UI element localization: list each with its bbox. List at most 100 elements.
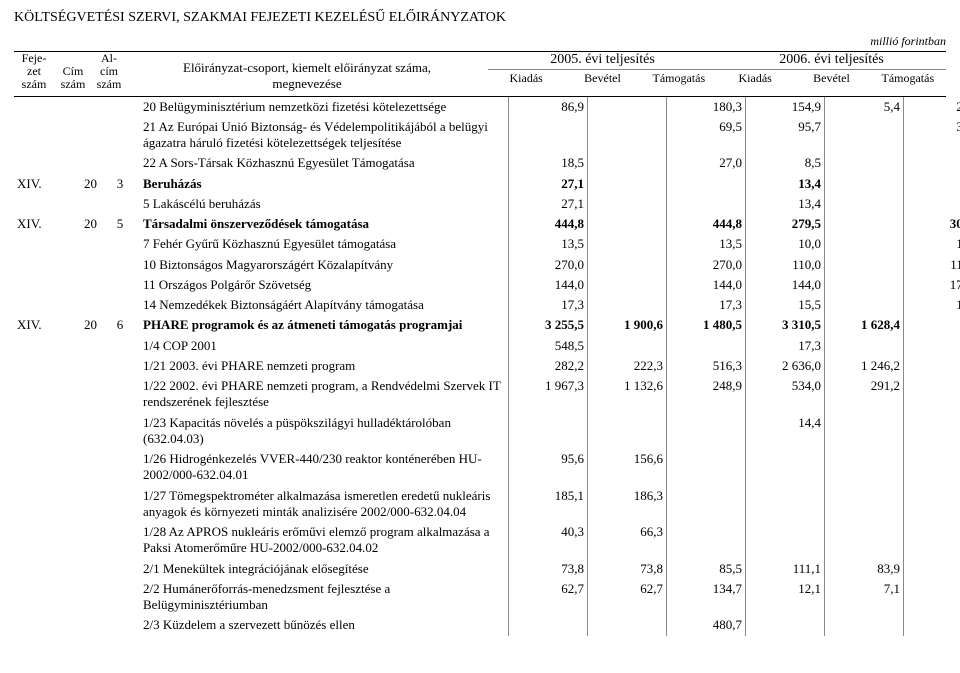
cell-bevetel-2006: 5,4 [825,97,904,117]
cell-fejezet [14,234,60,254]
cell-tamogatas-2005 [667,449,746,486]
cell-cim [60,615,100,635]
cell-kiadas-2005: 270,0 [509,255,588,275]
table-row: 2/2 Humánerőforrás-menedzsment fejleszté… [14,579,960,616]
cell-tamogatas-2005 [667,194,746,214]
cell-tamogatas-2005: 144,0 [667,275,746,295]
col-tamogatas-2005: Támogatás [641,70,717,87]
cell-bevetel-2006 [825,234,904,254]
cell-kiadas-2006 [746,449,825,486]
cell-kiadas-2005 [509,615,588,635]
cell-alcim: 5 [100,214,140,234]
cell-bevetel-2006 [825,522,904,559]
cell-bevetel-2006: 7,1 [825,579,904,616]
cell-tamogatas-2006: 309,5 [904,214,960,234]
cell-bevetel-2006 [825,295,904,315]
cell-tamogatas-2005: 480,7 [667,615,746,635]
cell-tamogatas-2006 [904,174,960,194]
cell-kiadas-2006: 14,4 [746,413,825,450]
cell-alcim [100,579,140,616]
cell-cim [60,97,100,117]
cell-fejezet: XIV. [14,315,60,335]
cell-cim [60,579,100,616]
cell-tamogatas-2005 [667,413,746,450]
cell-tamogatas-2006: 39,6 [904,117,960,154]
cell-fejezet [14,559,60,579]
table-row: 2/1 Menekültek integrációjának elősegíté… [14,559,960,579]
cell-kiadas-2006: 17,3 [746,336,825,356]
col-cim: Cím szám [56,52,90,94]
cell-alcim [100,234,140,254]
cell-alcim [100,356,140,376]
col-kiadas-2006: Kiadás [717,70,793,87]
table-row: 11 Országos Polgárőr Szövetség144,0144,0… [14,275,960,295]
cell-alcim [100,615,140,635]
cell-alcim [100,486,140,523]
cell-cim [60,255,100,275]
table-row: XIV.203Beruházás27,113,4 [14,174,960,194]
cell-tamogatas-2006: 20,0 [904,97,960,117]
cell-kiadas-2006 [746,615,825,635]
cell-bevetel-2006 [825,449,904,486]
cell-fejezet [14,255,60,275]
cell-bevetel-2005 [588,234,667,254]
cell-tamogatas-2006 [904,449,960,486]
cell-bevetel-2006 [825,255,904,275]
cell-cim [60,413,100,450]
cell-name: 1/4 COP 2001 [140,336,509,356]
cell-kiadas-2005: 18,5 [509,153,588,173]
cell-tamogatas-2006 [904,376,960,413]
cell-name: 1/21 2003. évi PHARE nemzeti program [140,356,509,376]
cell-cim: 20 [60,315,100,335]
table-row: XIV.206PHARE programok és az átmeneti tá… [14,315,960,335]
cell-cim [60,117,100,154]
cell-kiadas-2005: 185,1 [509,486,588,523]
cell-tamogatas-2006 [904,615,960,635]
col-bevetel-2005: Bevétel [564,70,640,87]
col-year-2005: 2005. évi teljesítés Kiadás Bevétel Támo… [488,52,717,94]
cell-bevetel-2006 [825,117,904,154]
cell-name: 2/1 Menekültek integrációjának elősegíté… [140,559,509,579]
cell-alcim [100,194,140,214]
cell-name: 2/3 Küzdelem a szervezett bűnözés ellen [140,615,509,635]
cell-bevetel-2006 [825,153,904,173]
cell-tamogatas-2005: 180,3 [667,97,746,117]
cell-tamogatas-2005: 27,0 [667,153,746,173]
cell-alcim [100,376,140,413]
cell-fejezet [14,486,60,523]
cell-fejezet [14,413,60,450]
cell-kiadas-2006: 15,5 [746,295,825,315]
cell-alcim [100,559,140,579]
data-table: 20 Belügyminisztérium nemzetközi fizetés… [14,97,960,636]
cell-tamogatas-2005: 134,7 [667,579,746,616]
table-row: 5 Lakáscélú beruházás27,113,4 [14,194,960,214]
cell-bevetel-2006 [825,174,904,194]
cell-cim: 20 [60,214,100,234]
cell-alcim [100,117,140,154]
cell-kiadas-2006 [746,486,825,523]
col-year-2006: 2006. évi teljesítés Kiadás Bevétel Támo… [717,52,946,94]
cell-tamogatas-2006 [904,559,960,579]
cell-cim [60,336,100,356]
cell-bevetel-2006: 291,2 [825,376,904,413]
cell-cim: 20 [60,174,100,194]
cell-fejezet [14,117,60,154]
page-title: KÖLTSÉGVETÉSI SZERVI, SZAKMAI FEJEZETI K… [14,10,946,26]
table-row: 1/28 Az APROS nukleáris erőművi elemző p… [14,522,960,559]
cell-tamogatas-2006 [904,336,960,356]
cell-kiadas-2006: 3 310,5 [746,315,825,335]
cell-kiadas-2006: 12,1 [746,579,825,616]
cell-name: 11 Országos Polgárőr Szövetség [140,275,509,295]
cell-alcim [100,336,140,356]
cell-kiadas-2006: 154,9 [746,97,825,117]
cell-tamogatas-2005: 69,5 [667,117,746,154]
cell-fejezet: XIV. [14,174,60,194]
cell-bevetel-2005 [588,117,667,154]
cell-alcim [100,275,140,295]
cell-tamogatas-2005: 13,5 [667,234,746,254]
table-row: 10 Biztonságos Magyarországért Közalapít… [14,255,960,275]
cell-tamogatas-2006 [904,522,960,559]
table-header: Feje- zet szám Cím szám Al- cím szám Elő… [14,51,946,94]
col-bevetel-2006: Bevétel [793,70,869,87]
cell-name: 21 Az Európai Unió Biztonság- és Védelem… [140,117,509,154]
